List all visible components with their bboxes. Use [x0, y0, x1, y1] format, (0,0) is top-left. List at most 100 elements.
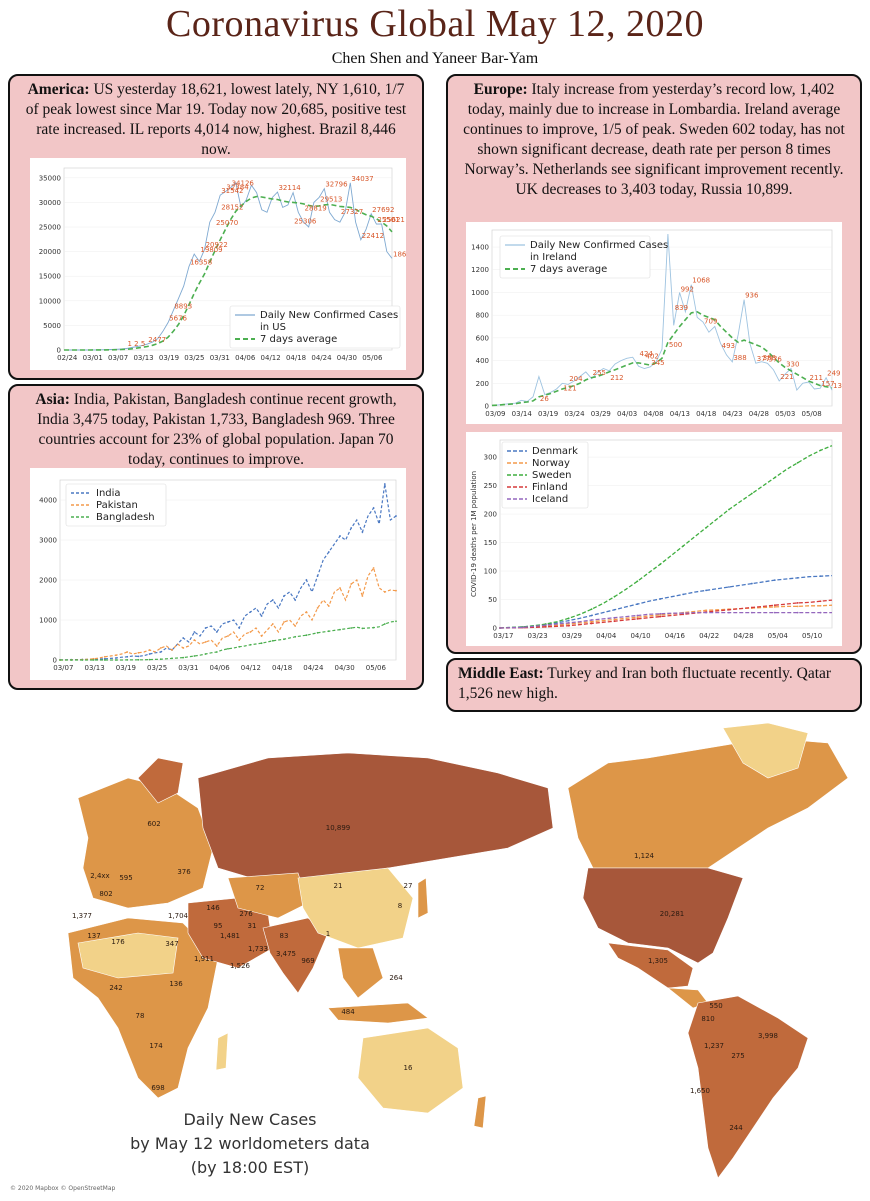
- asia-ytick: 1000: [39, 617, 57, 625]
- data-point: [372, 626, 375, 629]
- legend-entry: 7 days average: [530, 264, 607, 275]
- nordic-xtick: 04/22: [699, 632, 719, 640]
- data-point: [115, 657, 117, 659]
- data-label: 22412: [362, 232, 384, 240]
- data-point: [613, 595, 616, 598]
- data-point: [613, 616, 616, 619]
- data-point: [227, 647, 229, 650]
- nordic-xtick: 05/04: [768, 632, 789, 640]
- us-ytick: 20000: [39, 248, 61, 256]
- map-label-spain: 1,377: [72, 912, 92, 920]
- data-label: 32114: [278, 184, 301, 192]
- data-point: [682, 612, 685, 615]
- asia-xtick: 04/18: [272, 664, 292, 672]
- map-mexico: [607, 942, 694, 989]
- data-label: 31542: [221, 187, 243, 195]
- us-xtick: 03/31: [210, 354, 230, 362]
- europe-text: Europe: Italy increase from yesterday’s …: [458, 80, 850, 200]
- map-label-indonesia: 484: [341, 1008, 355, 1016]
- series-daily-new-confirmed-cases-in-ireland: [491, 233, 833, 406]
- data-point: [249, 631, 252, 633]
- data-point: [819, 575, 822, 578]
- us-xtick: 04/18: [286, 354, 306, 362]
- us-xtick: 03/19: [159, 354, 179, 362]
- map-label-peru: 1,237: [704, 1042, 724, 1050]
- data-point: [659, 563, 662, 566]
- map-label-china: 1: [326, 930, 330, 938]
- map-label-nigeria: 242: [109, 984, 122, 992]
- middle-east-panel: Middle East: Turkey and Iran both fluctu…: [446, 658, 862, 712]
- ireland-xtick: 03/14: [512, 410, 533, 418]
- ireland-xtick: 04/03: [617, 410, 637, 418]
- data-point: [383, 483, 386, 485]
- map-label-korea: 8: [398, 902, 402, 910]
- series-bangladesh: [60, 620, 397, 661]
- europe-body: Italy increase from yesterday’s record l…: [463, 81, 845, 198]
- series-norway: [499, 604, 833, 629]
- data-point: [305, 611, 308, 613]
- nordic-xtick: 03/23: [528, 632, 548, 640]
- ireland-xtick: 05/03: [775, 410, 795, 418]
- data-label: 16358: [190, 258, 212, 266]
- data-point: [271, 599, 274, 601]
- map-label-south-africa: 698: [151, 1084, 164, 1092]
- data-point: [59, 659, 61, 661]
- map-label-uzbekistan: 276: [239, 910, 253, 918]
- map-label-nepal: 83: [280, 932, 289, 940]
- series-sweden: [499, 445, 833, 629]
- map-label-ecuador: 810: [701, 1015, 714, 1023]
- data-point: [636, 580, 639, 583]
- map-caption: Daily New Cases by May 12 worldometers d…: [120, 1108, 380, 1180]
- data-label: 500: [669, 341, 682, 349]
- data-point: [182, 656, 185, 659]
- data-label: 330: [786, 361, 799, 369]
- data-point: [350, 527, 353, 529]
- middle-east-heading: Middle East:: [458, 665, 544, 682]
- nordic-ytick: 250: [484, 482, 497, 490]
- data-point: [750, 492, 753, 495]
- america-body: US yesterday 18,621, lowest lately, NY 1…: [25, 81, 407, 158]
- legend-entry: Pakistan: [96, 500, 138, 511]
- ireland-xtick: 03/09: [485, 410, 505, 418]
- asia-ytick: 3000: [39, 537, 57, 545]
- us-xtick: 04/06: [235, 354, 256, 362]
- map-label-japan: 27: [404, 882, 413, 890]
- data-point: [148, 649, 151, 651]
- europe-panel: Europe: Italy increase from yesterday’s …: [446, 74, 862, 654]
- data-label: 388: [733, 354, 746, 362]
- nordic-xtick: 04/28: [733, 632, 753, 640]
- legend-entry: Denmark: [532, 446, 578, 457]
- data-point: [137, 651, 140, 654]
- data-point: [636, 616, 639, 619]
- legend-entry: 7 days average: [260, 334, 337, 345]
- data-point: [350, 583, 353, 585]
- data-point: [215, 651, 218, 653]
- data-point: [819, 611, 822, 614]
- data-point: [796, 611, 799, 614]
- data-point: [682, 545, 685, 547]
- data-point: [238, 627, 241, 629]
- asia-chart: 0 1000 2000 3000 4000 03/07 03/13 03/19 03/25 03/…: [30, 468, 406, 680]
- map-label-pakistan: 1,733: [248, 945, 268, 953]
- us-xtick: 03/25: [184, 354, 204, 362]
- map-label-australia: 16: [404, 1064, 413, 1072]
- data-point: [294, 635, 297, 638]
- data-point: [705, 526, 707, 529]
- data-point: [148, 653, 151, 655]
- data-label: 25501: [377, 216, 399, 224]
- nordic-xtick: 04/04: [596, 632, 617, 640]
- data-point: [126, 655, 129, 658]
- data-point: [227, 621, 229, 623]
- us-legend-box: [229, 305, 401, 349]
- data-point: [383, 591, 386, 593]
- us-ytick: 30000: [39, 199, 61, 207]
- data-point: [796, 461, 799, 464]
- page-title: Coronavirus Global May 12, 2020: [166, 3, 704, 45]
- data-point: [182, 647, 185, 649]
- map-sahara: [77, 932, 179, 979]
- data-point: [395, 515, 397, 517]
- asia-xtick: 04/30: [334, 664, 354, 672]
- map-label-sweden: 602: [147, 820, 160, 828]
- data-point: [159, 647, 162, 649]
